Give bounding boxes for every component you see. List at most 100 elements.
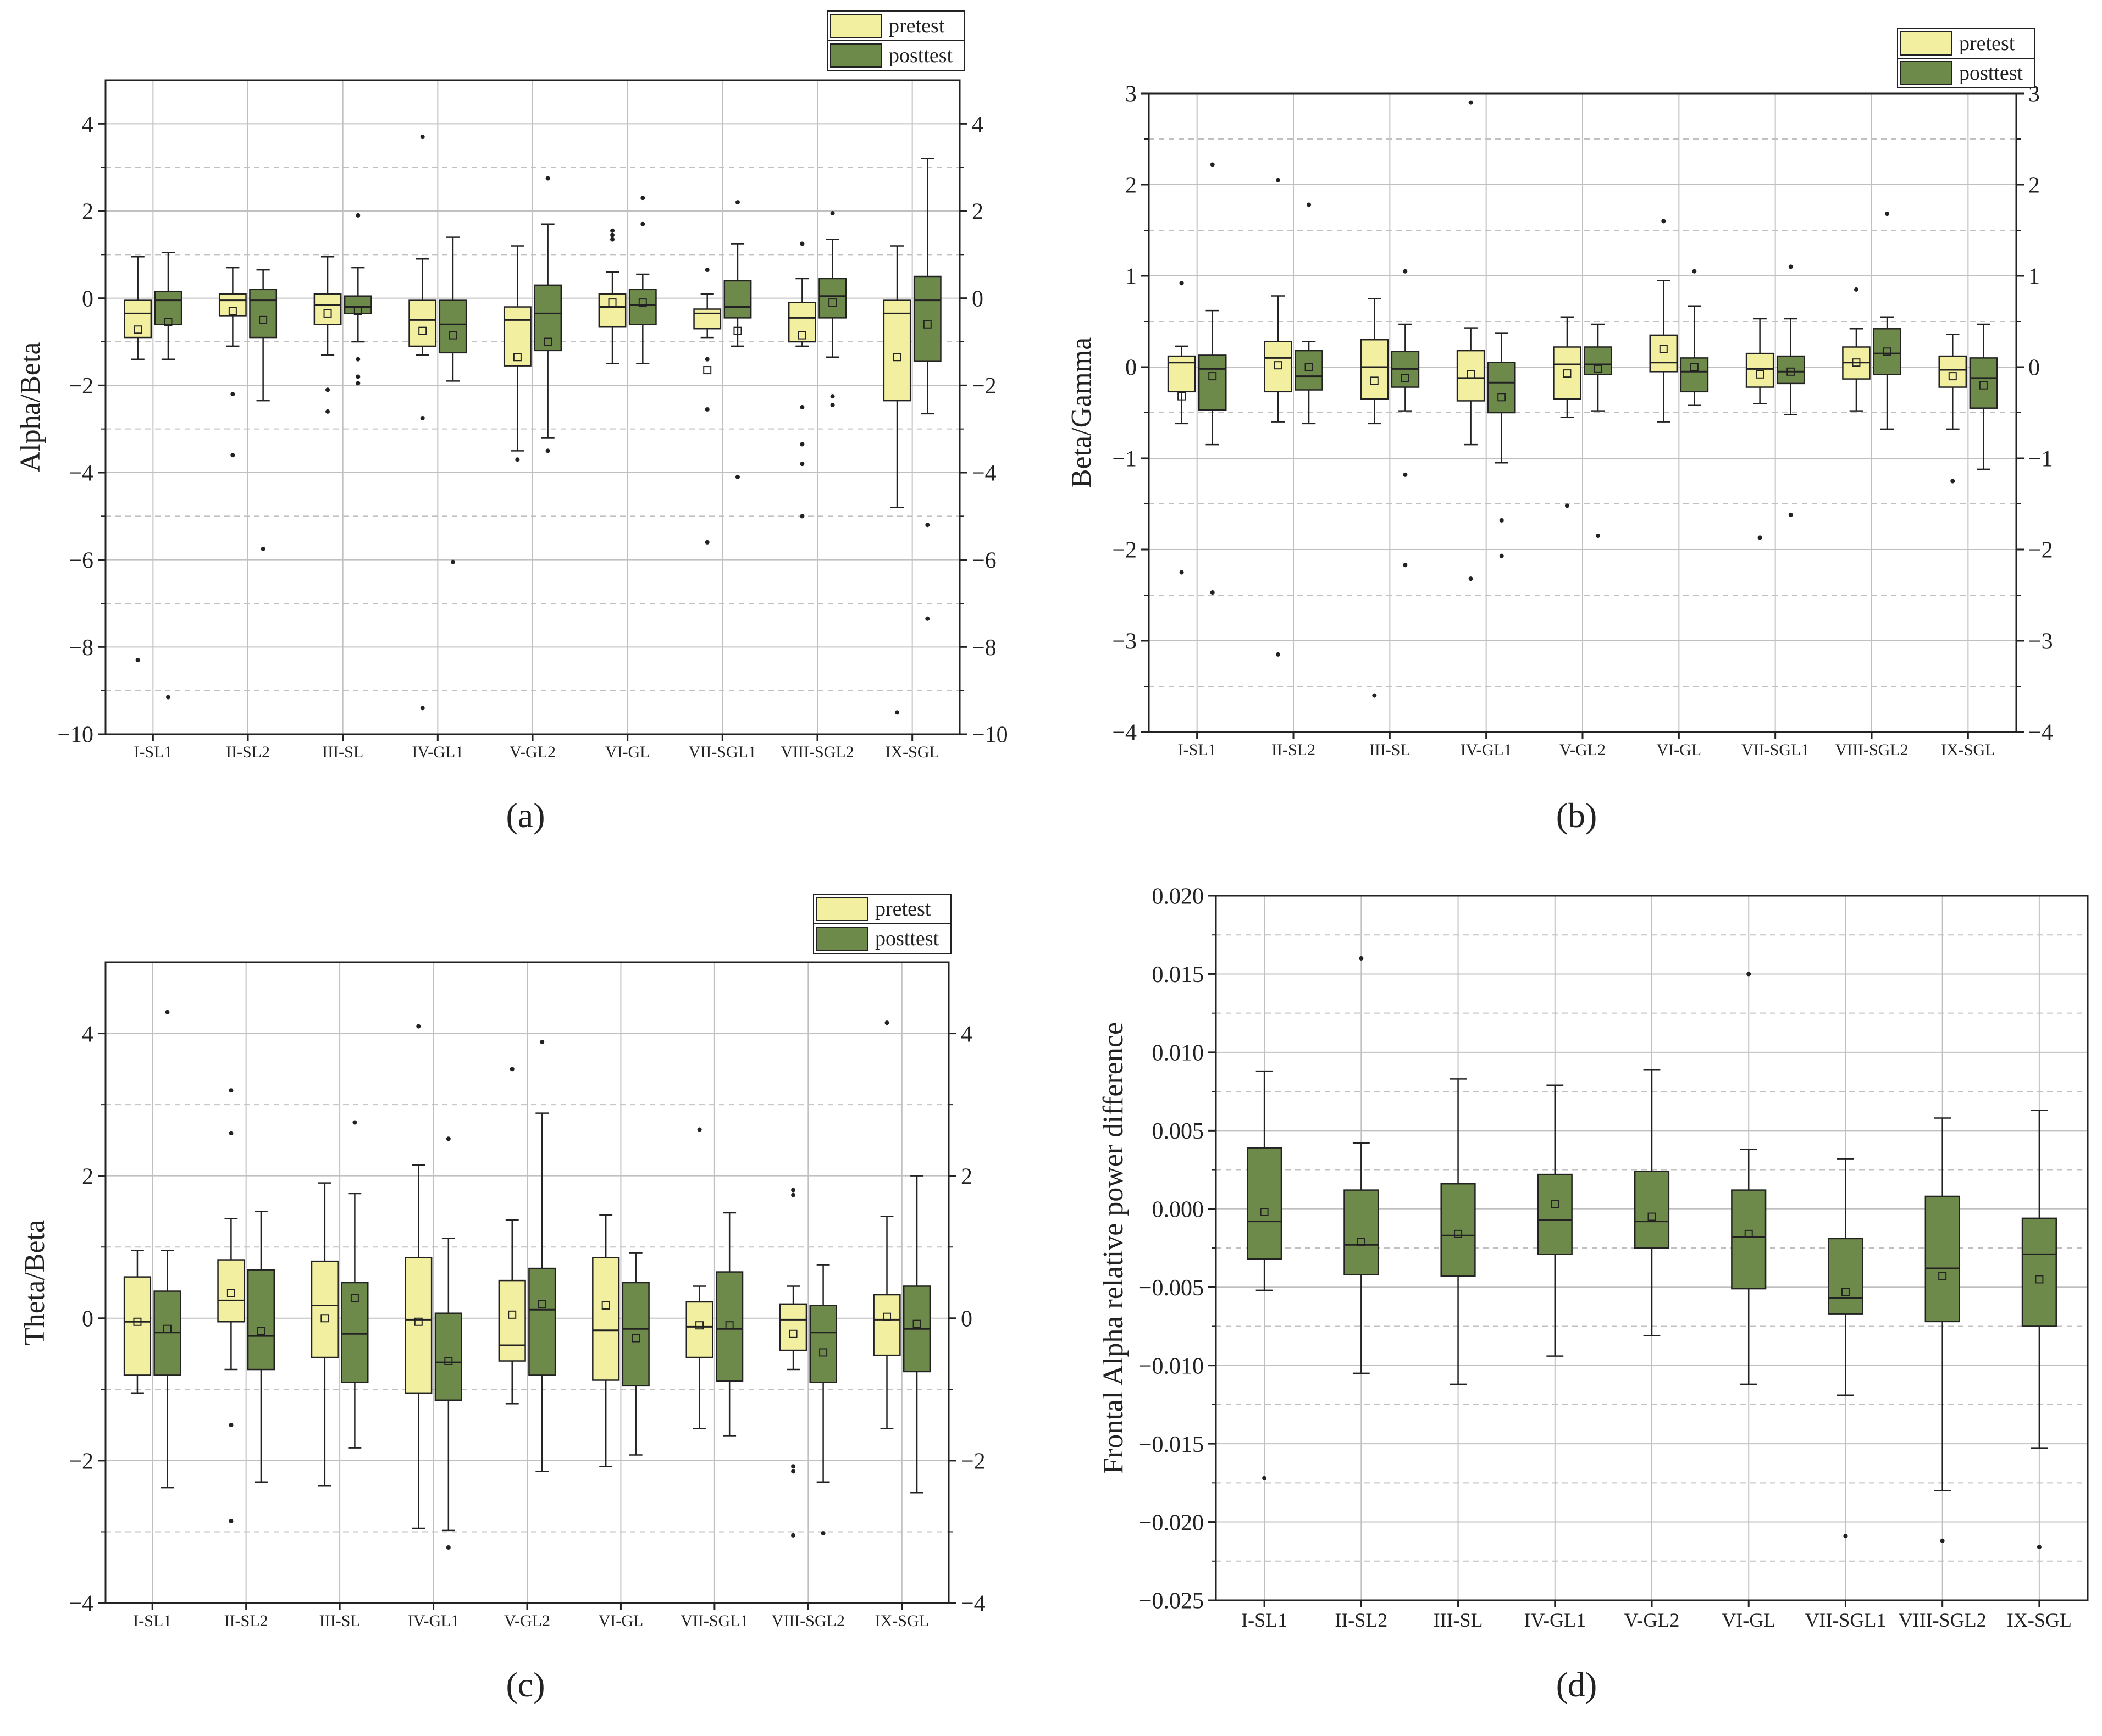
box-posttest-V-GL2 xyxy=(1584,323,1612,539)
y-tick-label: −4 xyxy=(1112,720,1137,746)
box-pretest-II-SL2 xyxy=(217,1088,245,1524)
box-difference-V-GL2 xyxy=(1634,1068,1670,1336)
mean-marker xyxy=(828,298,837,307)
x-tick-label: III-SL xyxy=(319,1612,361,1630)
iqr-box xyxy=(693,308,722,330)
panel-d: 0.020 0.015 0.010 0.005 0.000 −0.005 −0.010 −0.… xyxy=(1051,867,2102,1733)
box-difference-VIII-SGL2 xyxy=(1924,1117,1960,1543)
box-posttest-IV-GL1 xyxy=(434,1136,462,1550)
mean-marker xyxy=(1260,1207,1269,1216)
mean-marker xyxy=(1979,381,1988,390)
iqr-box xyxy=(218,293,247,317)
box-posttest-VIII-SGL2 xyxy=(818,210,847,408)
y-tick-label-right: −6 xyxy=(972,548,997,573)
outlier-point xyxy=(800,405,805,409)
y-tick-label-right: −10 xyxy=(972,723,1008,748)
mean-marker xyxy=(1177,392,1186,401)
outlier-point xyxy=(135,658,140,663)
outlier-point xyxy=(735,474,740,479)
x-tick-label: IV-GL1 xyxy=(1461,741,1512,759)
iqr-box xyxy=(809,1305,837,1383)
outlier-point xyxy=(1499,518,1504,523)
y-tick-label: 0.020 xyxy=(1152,884,1204,909)
y-axis-label: Theta/Beta xyxy=(19,1220,51,1345)
outlier-point xyxy=(1854,287,1858,292)
outlier-point xyxy=(1499,553,1504,558)
mean-marker xyxy=(508,1310,517,1319)
iqr-box xyxy=(873,1294,901,1356)
mean-marker xyxy=(733,326,742,335)
legend-swatch-pretest xyxy=(1900,31,1952,56)
y-axis-label: Frontal Alpha relative power difference xyxy=(1098,1022,1129,1474)
iqr-box xyxy=(1776,355,1805,385)
y-tick-label: 4 xyxy=(82,112,93,137)
y-axis-label: Alpha/Beta xyxy=(15,342,46,473)
x-tick-label: I-SL1 xyxy=(134,743,172,761)
legend-swatch-posttest xyxy=(830,43,882,68)
iqr-box xyxy=(1487,362,1516,414)
y-tick-label: 0 xyxy=(82,286,93,312)
iqr-box xyxy=(723,280,752,319)
box-posttest-I-SL1 xyxy=(1198,162,1227,595)
x-tick-label: V-GL2 xyxy=(504,1612,550,1630)
chart-frontal-alpha-difference: 0.020 0.015 0.010 0.005 0.000 −0.005 −0.010 −0.… xyxy=(1098,884,2089,1704)
box-posttest-IV-GL1 xyxy=(439,236,467,564)
outlier-point xyxy=(610,237,615,242)
y-axis-label: Beta/Gamma xyxy=(1066,337,1097,488)
y-tick-label-right: −2 xyxy=(972,374,997,399)
box-posttest-VIII-SGL2 xyxy=(1873,212,1901,430)
box-pretest-VI-GL xyxy=(598,228,627,364)
box-pretest-VIII-SGL2 xyxy=(788,241,816,519)
legend: pretest posttest xyxy=(813,894,952,954)
mean-marker xyxy=(1454,1229,1463,1238)
iqr-box xyxy=(883,299,911,402)
box-difference-VI-GL xyxy=(1731,972,1767,1385)
outlier-point xyxy=(545,448,550,453)
mean-marker xyxy=(544,337,552,346)
y-tick-label: −4 xyxy=(69,461,93,486)
box-posttest-VII-SGL1 xyxy=(716,1212,744,1437)
legend-swatch-pretest xyxy=(816,897,868,921)
box-posttest-III-SL xyxy=(344,213,372,386)
mean-marker xyxy=(1841,1288,1850,1296)
outlier-point xyxy=(1210,590,1215,595)
x-tick-label: III-SL xyxy=(322,743,363,761)
x-tick-label: III-SL xyxy=(1434,1609,1483,1631)
box-posttest-VIII-SGL2 xyxy=(809,1264,837,1536)
outlier-point xyxy=(1950,479,1955,484)
iqr-box xyxy=(1198,354,1227,411)
mean-marker xyxy=(134,325,142,334)
iqr-box xyxy=(434,1312,462,1401)
mean-marker xyxy=(1304,363,1313,371)
outlier-point xyxy=(791,1193,796,1197)
box-pretest-IX-SGL xyxy=(883,245,911,715)
iqr-box xyxy=(341,1282,369,1383)
iqr-box xyxy=(779,1303,807,1351)
box-posttest-V-GL2 xyxy=(534,176,562,453)
outlier-point xyxy=(229,1423,234,1428)
y-tick-label-right: 2 xyxy=(961,1164,972,1189)
mean-marker xyxy=(789,1329,798,1338)
box-posttest-VI-GL xyxy=(622,1252,650,1456)
y-tick-label-right: −1 xyxy=(2028,447,2053,472)
y-tick-label-right: 2 xyxy=(972,199,983,225)
iqr-box xyxy=(818,278,847,319)
y-tick-label: 2 xyxy=(82,199,93,225)
outlier-point xyxy=(230,392,235,397)
outlier-point xyxy=(356,213,361,218)
iqr-box xyxy=(439,299,467,354)
iqr-box xyxy=(408,299,437,347)
box-difference-VII-SGL1 xyxy=(1828,1158,1863,1539)
iqr-box xyxy=(1924,1195,1960,1323)
outlier-point xyxy=(925,523,930,528)
outlier-point xyxy=(1843,1534,1848,1539)
y-tick-label-right: −4 xyxy=(972,461,997,486)
iqr-box xyxy=(344,295,372,314)
outlier-point xyxy=(229,1088,234,1093)
outlier-point xyxy=(800,241,805,246)
box-posttest-II-SL2 xyxy=(1295,202,1323,425)
mean-marker xyxy=(632,1334,640,1343)
mean-marker xyxy=(1594,364,1602,373)
mean-marker xyxy=(912,1319,921,1328)
box-posttest-I-SL1 xyxy=(154,252,182,700)
